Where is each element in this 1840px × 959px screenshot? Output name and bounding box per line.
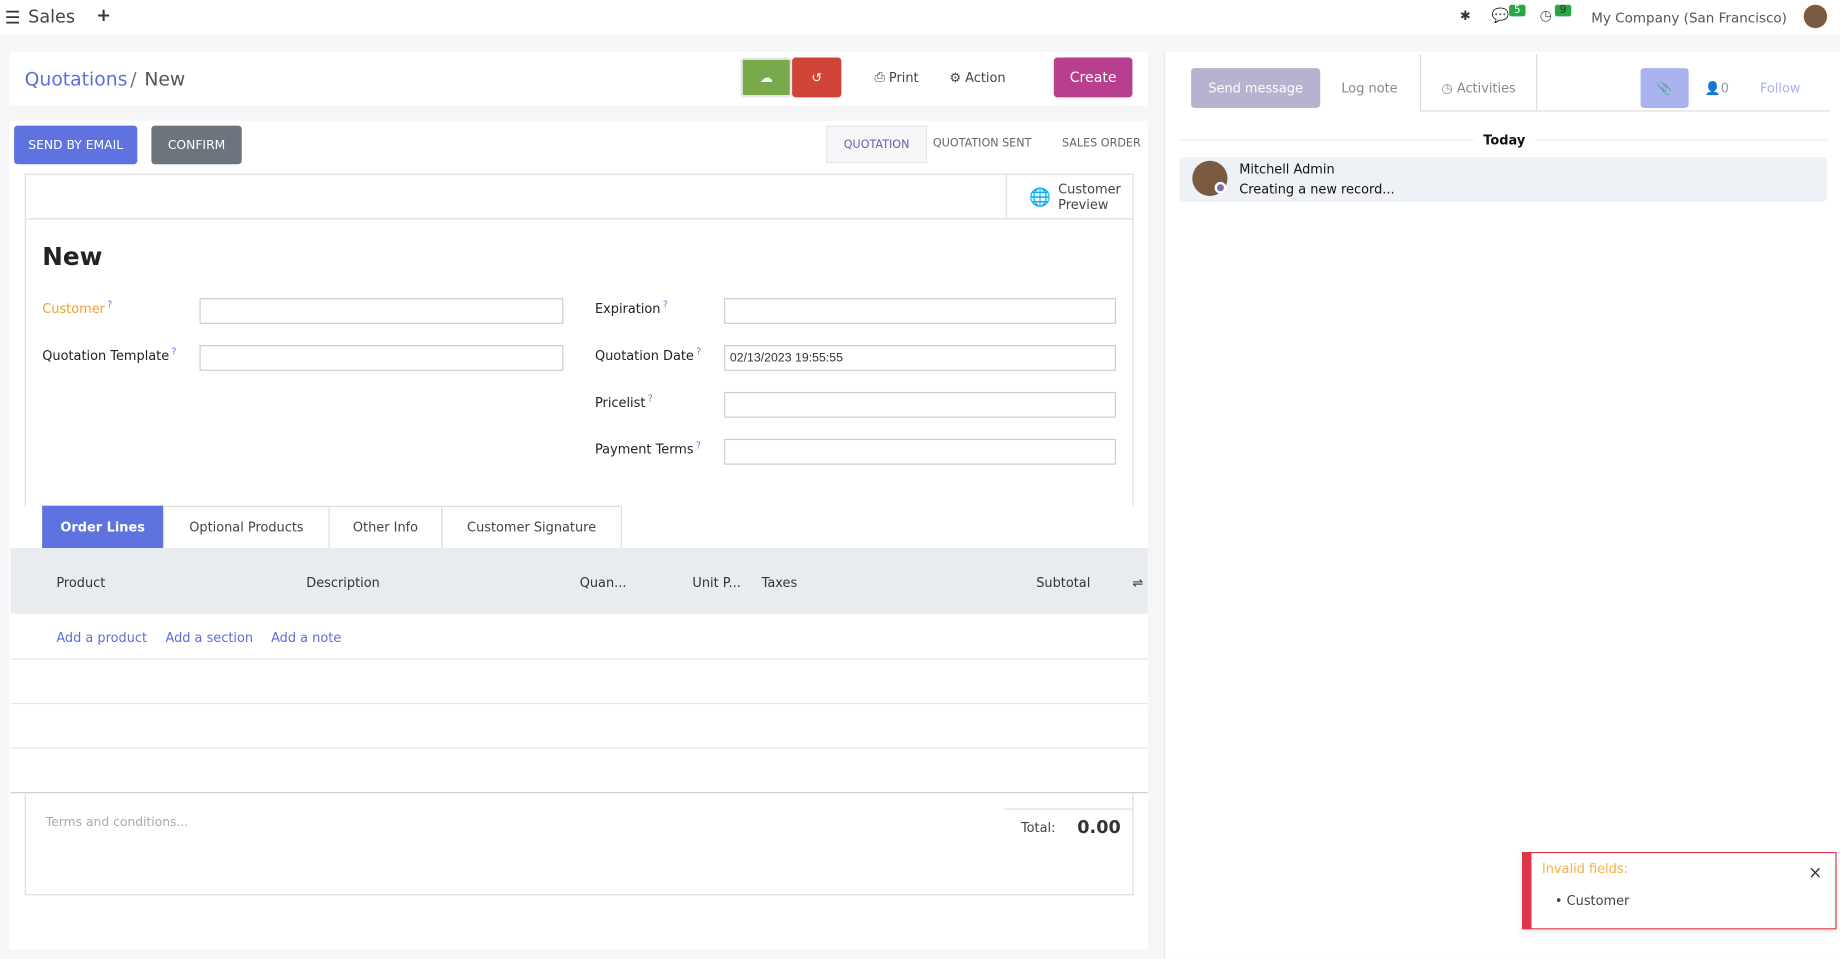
- toast-item: • Customer: [1554, 893, 1630, 909]
- footer-area: [24, 793, 1134, 896]
- total-label: Total:: [1020, 820, 1056, 836]
- stage-quotation-sent[interactable]: QUOTATION SENT: [932, 137, 1032, 151]
- send-by-email-button[interactable]: SEND BY EMAIL: [14, 125, 138, 165]
- menu-icon[interactable]: ☰: [4, 7, 21, 29]
- divider: [1536, 53, 1538, 111]
- customer-input[interactable]: [199, 298, 564, 324]
- divider: [1419, 110, 1831, 112]
- sheet: [24, 173, 1134, 506]
- column-settings-icon[interactable]: ⇌: [1132, 575, 1144, 591]
- chatter: [1164, 51, 1840, 959]
- tab-optional-products[interactable]: Optional Products: [163, 505, 330, 549]
- user-avatar[interactable]: [1803, 4, 1828, 29]
- add-section-link[interactable]: Add a section: [165, 630, 254, 646]
- stage-quotation[interactable]: QUOTATION: [826, 125, 928, 164]
- column-subtotal[interactable]: Subtotal: [1036, 575, 1091, 591]
- online-status-icon: [1214, 181, 1227, 194]
- divider: [1004, 808, 1133, 810]
- terms-input[interactable]: Terms and conditions...: [45, 815, 189, 830]
- row-divider: [10, 702, 1148, 705]
- send-message-button[interactable]: Send message: [1191, 68, 1321, 108]
- quotation-template-input[interactable]: [199, 345, 564, 371]
- followers-button[interactable]: 👤 0: [1704, 80, 1729, 96]
- company-switcher[interactable]: My Company (San Francisco): [1591, 9, 1787, 26]
- create-button[interactable]: Create: [1053, 57, 1133, 98]
- invalid-fields-toast: Invalid fields: × • Customer: [1522, 851, 1837, 930]
- customer-label: Customer?: [42, 299, 113, 317]
- chatter-message: Mitchell Admin Creating a new record...: [1179, 157, 1828, 202]
- messages-badge: 5: [1509, 4, 1526, 17]
- plus-icon[interactable]: +: [96, 4, 111, 26]
- pricelist-input[interactable]: [724, 391, 1116, 418]
- row-divider: [10, 658, 1148, 660]
- user-icon: 👤: [1704, 80, 1721, 96]
- divider: [24, 218, 1134, 220]
- chat-icon[interactable]: 💬: [1491, 7, 1510, 24]
- tab-other-info[interactable]: Other Info: [328, 505, 443, 549]
- pricelist-label: Pricelist?: [594, 393, 653, 411]
- close-icon[interactable]: ×: [1808, 863, 1823, 883]
- cloud-upload-icon: ☁: [759, 69, 773, 86]
- clock-icon: ◷: [1441, 80, 1457, 96]
- customer-preview-button[interactable]: 🌐 Customer Preview: [1005, 174, 1133, 219]
- payment-terms-input[interactable]: [724, 438, 1116, 465]
- divider: [1419, 53, 1422, 111]
- expiration-label: Expiration?: [594, 299, 668, 317]
- paperclip-icon: 📎: [1656, 80, 1673, 96]
- discard-button[interactable]: ↺: [792, 57, 842, 98]
- confirm-button[interactable]: CONFIRM: [151, 125, 242, 165]
- column-product[interactable]: Product: [56, 575, 106, 591]
- bug-icon[interactable]: ✱: [1459, 8, 1471, 24]
- quotation-date-input[interactable]: [724, 345, 1116, 371]
- add-note-link[interactable]: Add a note: [271, 630, 342, 646]
- payment-terms-label: Payment Terms?: [594, 440, 701, 458]
- row-divider: [10, 747, 1148, 749]
- globe-icon: 🌐: [1029, 185, 1052, 208]
- print-button[interactable]: ⎙ Print: [874, 69, 919, 86]
- row-divider: [10, 792, 1148, 794]
- follow-button[interactable]: Follow: [1759, 80, 1801, 96]
- activities-button[interactable]: ◷ Activities: [1441, 80, 1516, 96]
- message-body: Creating a new record...: [1239, 181, 1395, 198]
- tab-customer-signature[interactable]: Customer Signature: [441, 505, 622, 549]
- attachment-button[interactable]: 📎: [1640, 68, 1689, 108]
- quotation-template-label: Quotation Template?: [42, 346, 177, 364]
- expiration-input[interactable]: [724, 298, 1116, 324]
- print-icon: ⎙: [874, 69, 889, 85]
- control-panel: Quotations / New ☁ ↺ ⎙ Print ⚙ Action Cr…: [9, 51, 1148, 106]
- breadcrumb-current: New: [144, 68, 186, 91]
- column-unit-price[interactable]: Unit P...: [692, 575, 741, 591]
- activities-badge: 9: [1554, 4, 1572, 17]
- top-navbar: ☰ Sales + ✱ 💬 5 ◷ 9 My Company (San Fran…: [0, 0, 1840, 36]
- action-button[interactable]: ⚙ Action: [949, 69, 1006, 86]
- save-button[interactable]: ☁: [740, 57, 793, 98]
- record-title: New: [42, 242, 103, 272]
- add-product-link[interactable]: Add a product: [56, 630, 148, 646]
- toast-title: Invalid fields:: [1541, 861, 1628, 877]
- clock-icon[interactable]: ◷: [1539, 7, 1552, 24]
- column-description[interactable]: Description: [306, 575, 380, 591]
- order-lines-header: [10, 548, 1148, 614]
- log-note-button[interactable]: Log note: [1341, 80, 1398, 96]
- column-quantity[interactable]: Quan...: [579, 575, 627, 591]
- column-taxes[interactable]: Taxes: [761, 575, 798, 591]
- date-separator: Today: [1473, 132, 1535, 148]
- app-name[interactable]: Sales: [28, 5, 76, 27]
- message-author[interactable]: Mitchell Admin: [1239, 161, 1335, 178]
- breadcrumb-parent[interactable]: Quotations: [24, 68, 128, 91]
- stage-sales-order[interactable]: SALES ORDER: [1062, 137, 1141, 151]
- quotation-date-label: Quotation Date?: [594, 346, 702, 364]
- breadcrumb-separator: /: [130, 68, 137, 91]
- gear-icon: ⚙: [949, 69, 966, 86]
- total-value: 0.00: [1077, 816, 1121, 838]
- undo-icon: ↺: [811, 69, 823, 86]
- tab-order-lines[interactable]: Order Lines: [42, 505, 164, 549]
